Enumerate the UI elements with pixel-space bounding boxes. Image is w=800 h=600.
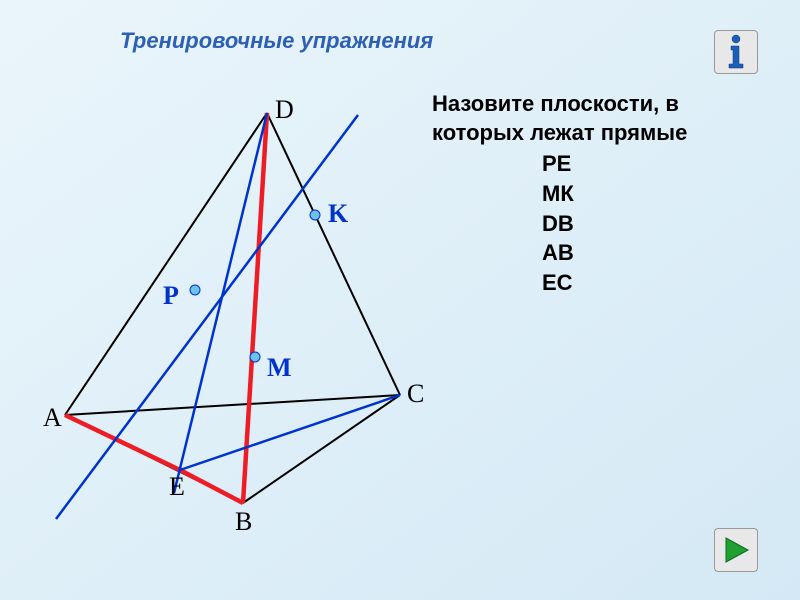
edge-bc bbox=[243, 395, 400, 503]
label-b: B bbox=[235, 507, 252, 537]
question-block: Назовите плоскости, в которых лежат прям… bbox=[432, 90, 762, 298]
question-heading: Назовите плоскости, в которых лежат прям… bbox=[432, 90, 762, 147]
red-edge-ae bbox=[65, 415, 180, 470]
red-edge-eb bbox=[180, 470, 243, 503]
question-line: МК bbox=[542, 179, 762, 209]
label-p: P bbox=[163, 281, 179, 311]
point-p-marker bbox=[190, 285, 200, 295]
point-m-marker bbox=[250, 352, 260, 362]
label-d: D bbox=[275, 95, 294, 125]
info-button[interactable] bbox=[714, 30, 758, 74]
info-icon bbox=[721, 34, 751, 70]
question-lines-container: РЕ МК DB АВ ЕС bbox=[542, 149, 762, 297]
next-button[interactable] bbox=[714, 528, 758, 572]
question-line: DB bbox=[542, 209, 762, 239]
blue-line-mk bbox=[56, 115, 358, 519]
question-line: РЕ bbox=[542, 149, 762, 179]
point-k-marker bbox=[310, 210, 320, 220]
label-e: E bbox=[169, 472, 185, 502]
label-c: C bbox=[407, 379, 424, 409]
geometry-diagram: A B C D E P M K bbox=[35, 95, 435, 525]
slide-title: Тренировочные упражнения bbox=[120, 28, 433, 54]
edge-ad bbox=[65, 113, 267, 415]
label-m: M bbox=[267, 353, 292, 383]
label-k: K bbox=[328, 199, 348, 229]
tetrahedron-figure bbox=[35, 95, 435, 525]
question-line: ЕС bbox=[542, 268, 762, 298]
label-a: A bbox=[43, 403, 62, 433]
next-arrow-icon bbox=[720, 536, 752, 564]
blue-line-pe bbox=[174, 113, 267, 493]
question-line: АВ bbox=[542, 238, 762, 268]
